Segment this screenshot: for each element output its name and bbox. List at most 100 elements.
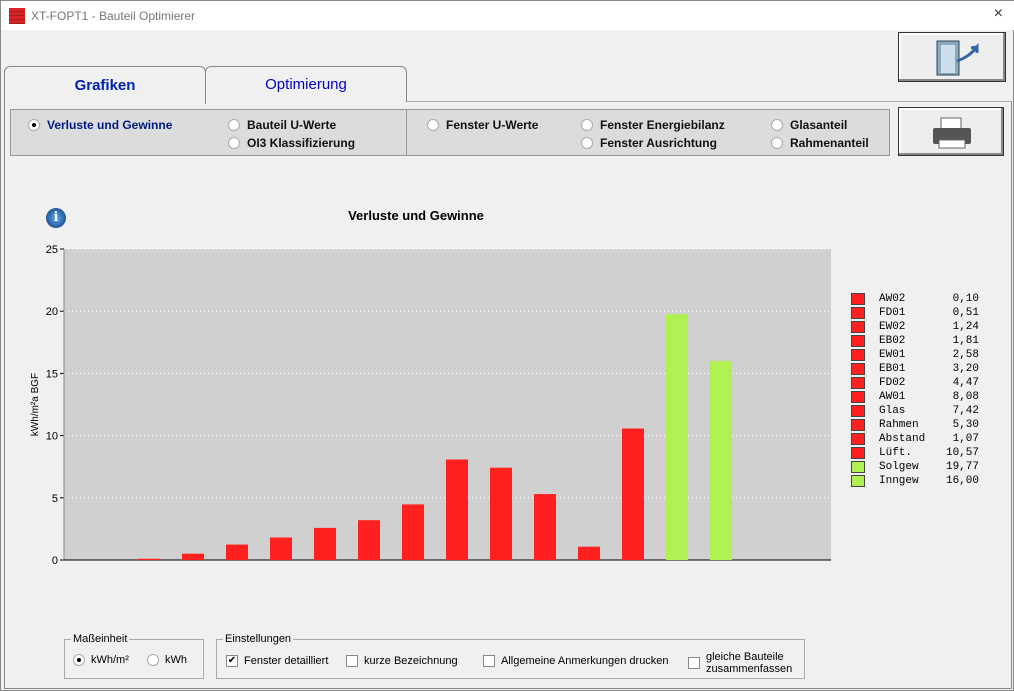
radio-icon	[147, 654, 159, 666]
print-button[interactable]	[898, 107, 1004, 156]
legend-item: Glas 7,42	[851, 404, 979, 418]
radio-icon	[771, 137, 783, 149]
legend-item: FD01 0,51	[851, 306, 979, 320]
legend-value: 2,58	[952, 349, 979, 361]
legend-value: 19,77	[945, 461, 979, 473]
legend-name: FD01	[879, 307, 906, 319]
legend-item: Lüft. 10,57	[851, 446, 979, 460]
bar-Lüft.	[622, 428, 644, 560]
checkbox-anmerkungen-drucken[interactable]: Allgemeine Anmerkungen drucken	[483, 655, 669, 667]
bar-Solgew	[666, 314, 688, 560]
radio-oi3-klassifizierung[interactable]: OI3 Klassifizierung	[228, 136, 355, 150]
app-brick-icon	[9, 7, 25, 24]
legend-value: 8,08	[952, 391, 979, 403]
radio-kwh-m2[interactable]: kWh/m²	[73, 654, 129, 666]
legend-item: EW01 2,58	[851, 348, 979, 362]
legend-value: 4,47	[952, 377, 979, 389]
legend-swatch	[851, 363, 865, 375]
y-tick-label: 20	[46, 306, 58, 318]
radio-icon	[228, 137, 240, 149]
title-bar: XT-FOPT1 - Bauteil Optimierer ×	[1, 1, 1014, 30]
bar-Rahmen	[534, 494, 556, 560]
radio-kwh[interactable]: kWh	[147, 654, 187, 666]
radio-fenster-u-werte[interactable]: Fenster U-Werte	[427, 118, 538, 132]
checkbox-icon	[346, 655, 358, 667]
legend-swatch	[851, 405, 865, 417]
radio-rahmenanteil[interactable]: Rahmenanteil	[771, 136, 869, 150]
radio-fenster-energiebilanz[interactable]: Fenster Energiebilanz	[581, 118, 725, 132]
exit-button[interactable]	[898, 32, 1006, 82]
radio-label: kWh/m²	[91, 654, 129, 666]
legend-value: 16,00	[945, 475, 979, 487]
legend-name: Solgew	[879, 461, 919, 473]
legend-value: 0,51	[952, 307, 979, 319]
bar-Abstand	[578, 546, 600, 560]
radio-label: Bauteil U-Werte	[247, 118, 337, 132]
radio-icon	[228, 119, 240, 131]
radio-label: Glasanteil	[790, 118, 848, 132]
legend-item: Rahmen 5,30	[851, 418, 979, 432]
radio-fenster-ausrichtung[interactable]: Fenster Ausrichtung	[581, 136, 717, 150]
legend-name: Lüft.	[879, 447, 913, 459]
chart-legend: AW02 0,10 FD01 0,51 EW02 1,24 EB02 1,81 EW01 2,58…	[851, 292, 979, 488]
radio-icon	[771, 119, 783, 131]
checkbox-icon	[483, 655, 495, 667]
close-button[interactable]: ×	[993, 5, 1003, 22]
radio-bauteil-u-werte[interactable]: Bauteil U-Werte	[228, 118, 336, 132]
radio-label: Fenster Energiebilanz	[600, 118, 725, 132]
bar-AW02	[138, 558, 160, 560]
legend-item: FD02 4,47	[851, 376, 979, 390]
tab-label: Optimierung	[265, 76, 347, 93]
legend-name: Abstand	[879, 433, 926, 445]
legend-swatch	[851, 377, 865, 389]
legend-name: EB01	[879, 363, 906, 375]
chart-type-group-2: Fenster U-Werte Fenster Energiebilanz Fe…	[406, 109, 890, 156]
legend-value: 1,07	[952, 433, 979, 445]
bar-EB02	[270, 537, 292, 560]
y-tick-label: 15	[46, 368, 58, 380]
info-icon[interactable]: i	[46, 208, 66, 228]
tab-optimierung[interactable]: Optimierung	[205, 66, 407, 102]
legend-swatch	[851, 321, 865, 333]
legend-swatch	[851, 419, 865, 431]
radio-glasanteil[interactable]: Glasanteil	[771, 118, 847, 132]
legend-swatch	[851, 391, 865, 403]
legend-item: Abstand 1,07	[851, 432, 979, 446]
legend-value: 7,42	[952, 405, 979, 417]
masseinheit-group: Maßeinheit	[64, 633, 204, 679]
y-axis-label: kWh/m²a BGF	[30, 373, 41, 436]
checkbox-checked-icon: ✔	[226, 655, 238, 667]
checkbox-label: kurze Bezeichnung	[364, 655, 458, 667]
bar-Inngew	[710, 360, 732, 560]
legend-name: FD02	[879, 377, 906, 389]
group-title: Maßeinheit	[73, 633, 128, 645]
legend-name: Rahmen	[879, 419, 919, 431]
legend-value: 1,24	[952, 321, 979, 333]
checkbox-gleiche-bauteile[interactable]: gleiche Bauteile zusammenfassen	[688, 651, 806, 675]
legend-value: 3,20	[952, 363, 979, 375]
legend-name: EW02	[879, 321, 906, 333]
legend-item: AW01 8,08	[851, 390, 979, 404]
radio-icon	[73, 654, 85, 666]
bar-EB01	[358, 520, 380, 560]
bar-FD02	[402, 504, 424, 560]
legend-swatch	[851, 475, 865, 487]
y-tick-label: 25	[46, 244, 58, 256]
radio-icon	[28, 119, 40, 131]
chart-title: Verluste und Gewinne	[348, 208, 484, 223]
checkbox-fenster-detailliert[interactable]: ✔ Fenster detailliert	[226, 655, 328, 667]
tab-label: Grafiken	[74, 77, 136, 94]
checkbox-kurze-bezeichnung[interactable]: kurze Bezeichnung	[346, 655, 458, 667]
y-tick-label: 5	[52, 493, 58, 505]
y-tick-label: 10	[46, 431, 58, 443]
bar-AW01	[446, 459, 468, 560]
checkbox-icon	[688, 657, 700, 669]
legend-value: 10,57	[945, 447, 979, 459]
radio-verluste-gewinne[interactable]: Verluste und Gewinne	[28, 118, 172, 132]
legend-value: 1,81	[952, 335, 979, 347]
legend-name: EB02	[879, 335, 906, 347]
tab-grafiken[interactable]: Grafiken	[4, 66, 206, 104]
legend-swatch	[851, 461, 865, 473]
legend-item: EW02 1,24	[851, 320, 979, 334]
